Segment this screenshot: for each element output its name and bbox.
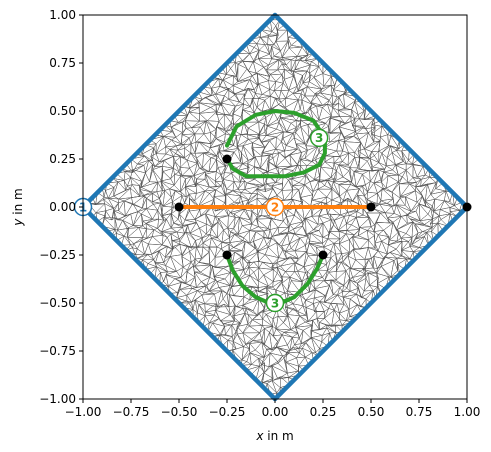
x-axis-label-symbol: x [255,429,264,443]
y-tick-label: −0.25 [39,248,76,262]
boundary-marker-label: 3 [271,296,279,310]
y-axis-ticks: −1.00 −0.75 −0.50 −0.25 0.00 0.25 0.50 0.75 1.00 [39,8,83,406]
y-tick-label: 0.00 [49,200,76,214]
mesh-point [174,202,184,212]
boundary-markers: 1 233 [73,128,329,313]
boundary-marker-label: 3 [315,131,323,145]
x-tick-label: −0.25 [209,405,246,419]
y-tick-label: 1.00 [49,8,76,22]
mesh-point [318,250,328,260]
x-tick-label: 0.75 [406,405,433,419]
mesh-points [78,154,472,260]
mesh-point [222,154,232,164]
mesh-point [222,250,232,260]
x-tick-label: −1.00 [65,405,102,419]
x-tick-label: 1.00 [454,405,481,419]
y-tick-label: 0.75 [49,56,76,70]
y-tick-label: −0.75 [39,344,76,358]
y-axis-label-symbol: y [11,218,25,227]
boundary-marker-label: 2 [271,200,279,214]
x-tick-label: 0.00 [262,405,289,419]
y-axis-label: y in m [11,188,25,226]
boundary-marker-circle [309,128,329,148]
y-tick-label: 0.50 [49,104,76,118]
boundary-marker-2: 2 [265,197,285,217]
boundary-curve-3 [225,109,327,179]
y-axis-label-unit: in m [11,188,25,218]
x-axis-label: x in m [255,429,293,443]
y-tick-label: −1.00 [39,392,76,406]
x-axis-label-unit: in m [263,429,293,443]
boundary-marker-circle [265,293,285,313]
y-tick-label: 0.25 [49,152,76,166]
x-axis-ticks: −1.00 −0.75 −0.50 −0.25 0.00 0.25 0.50 0.75 1.00 [65,399,481,419]
y-tick-label: −0.50 [39,296,76,310]
x-tick-label: −0.50 [161,405,198,419]
boundary-marker-circle [265,197,285,217]
x-tick-label: 0.50 [358,405,385,419]
mesh-point [366,202,376,212]
boundary-marker-4: 3 [265,293,285,313]
boundary-marker-3: 3 [309,128,329,148]
x-tick-label: −0.75 [113,405,150,419]
x-tick-label: 0.25 [310,405,337,419]
